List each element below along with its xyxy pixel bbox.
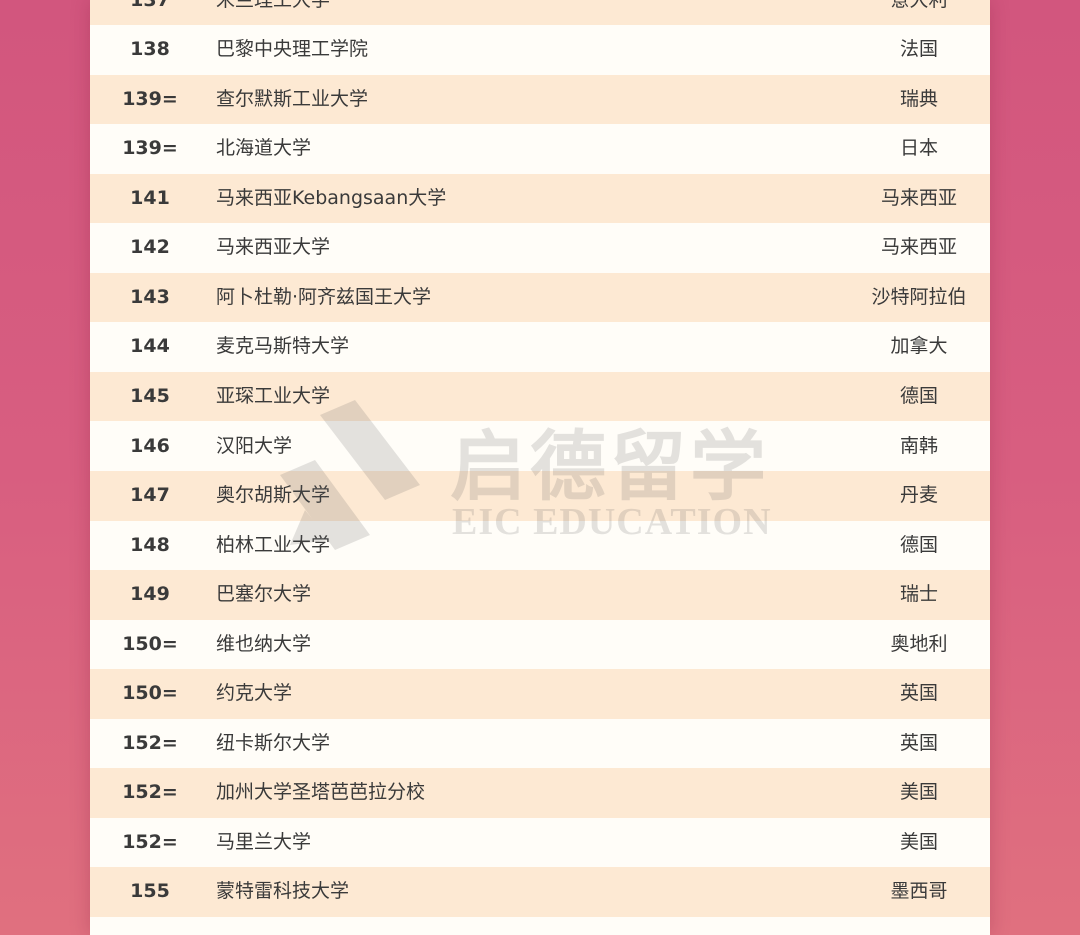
rank-cell: 150= xyxy=(122,632,178,655)
table-row: 149 巴塞尔大学 瑞士 xyxy=(90,570,990,620)
country-cell: 南韩 xyxy=(899,434,938,457)
rank-cell: 155 xyxy=(130,880,170,903)
rank-cell: 148 xyxy=(130,533,170,556)
university-cell: 马里兰大学 xyxy=(216,830,312,853)
university-cell: 蒙特雷科技大学 xyxy=(216,880,350,903)
table-row: 142 马来西亚大学 马来西亚 xyxy=(90,223,990,273)
country-cell: 墨西哥 xyxy=(890,880,948,903)
table-row: 150= 维也纳大学 奥地利 xyxy=(90,619,990,670)
university-cell: 维也纳大学 xyxy=(216,632,312,655)
table-row xyxy=(90,916,990,935)
country-cell: 日本 xyxy=(899,137,938,160)
rank-cell: 152= xyxy=(122,731,178,754)
table-row: 148 柏林工业大学 德国 xyxy=(90,520,990,571)
rank-cell: 146 xyxy=(130,434,170,457)
table-row: 137米兰理工大学 意大利 xyxy=(90,0,990,26)
rank-cell: 143 xyxy=(130,285,170,308)
rank-cell: 147 xyxy=(130,484,170,507)
table-row: 152= 加州大学圣塔芭芭拉分校 美国 xyxy=(90,768,990,818)
country-cell: 瑞士 xyxy=(899,583,938,606)
table-row: 145 亚琛工业大学 德国 xyxy=(90,371,990,422)
country-cell: 美国 xyxy=(899,830,938,853)
rank-cell: 137 xyxy=(90,0,210,25)
rank-cell: 142 xyxy=(130,236,170,259)
table-row: 147 奥尔胡斯大学 丹麦 xyxy=(90,471,990,521)
university-cell: 加州大学圣塔芭芭拉分校 xyxy=(216,781,426,804)
country-cell: 德国 xyxy=(899,384,938,407)
country-cell: 马来西亚 xyxy=(880,186,957,209)
university-cell: 约克大学 xyxy=(216,682,293,705)
country-cell: 美国 xyxy=(899,781,938,804)
country-cell: 法国 xyxy=(899,38,938,61)
country-cell: 加拿大 xyxy=(890,335,948,358)
rank-cell: 138 xyxy=(130,38,170,61)
table-row: 143 阿卜杜勒·阿齐兹国王大学 沙特阿拉伯 xyxy=(90,272,990,323)
country-cell: 沙特阿拉伯 xyxy=(871,285,967,308)
table-row: 139= 北海道大学 日本 xyxy=(90,124,990,174)
university-cell: 北海道大学 xyxy=(216,137,312,160)
rank-cell: 150= xyxy=(122,682,178,705)
table-row: 155 蒙特雷科技大学 墨西哥 xyxy=(90,867,990,917)
table-row: 152= 纽卡斯尔大学 英国 xyxy=(90,718,990,769)
university-cell: 亚琛工业大学 xyxy=(216,384,331,407)
table-row: 146 汉阳大学 南韩 xyxy=(90,421,990,471)
rank-cell: 139= xyxy=(122,87,178,110)
university-cell: 柏林工业大学 xyxy=(216,533,331,556)
university-cell: 马来西亚Kebangsaan大学 xyxy=(216,186,447,209)
university-cell: 查尔默斯工业大学 xyxy=(216,87,369,110)
rank-cell: 145 xyxy=(130,384,170,407)
table-row: 144 麦克马斯特大学 加拿大 xyxy=(90,322,990,372)
university-cell: 米兰理工大学 xyxy=(216,0,330,25)
university-cell: 巴黎中央理工学院 xyxy=(216,38,369,61)
country-cell: 德国 xyxy=(899,533,938,556)
country-cell: 丹麦 xyxy=(899,484,938,507)
country-cell: 英国 xyxy=(899,682,938,705)
university-cell: 马来西亚大学 xyxy=(216,236,331,259)
country-cell: 奥地利 xyxy=(890,632,948,655)
country-cell: 瑞典 xyxy=(899,87,938,110)
rank-cell: 141 xyxy=(130,186,170,209)
table-row: 138 巴黎中央理工学院 法国 xyxy=(90,25,990,75)
rank-cell: 144 xyxy=(130,335,170,358)
country-cell: 意大利 xyxy=(859,0,979,25)
table-row: 141 马来西亚Kebangsaan大学 马来西亚 xyxy=(90,173,990,224)
university-cell: 汉阳大学 xyxy=(216,434,293,457)
university-cell: 纽卡斯尔大学 xyxy=(216,731,331,754)
country-cell: 马来西亚 xyxy=(880,236,957,259)
rank-cell: 152= xyxy=(122,830,178,853)
table-row: 139= 查尔默斯工业大学 瑞典 xyxy=(90,74,990,125)
rank-cell: 149 xyxy=(130,583,170,606)
university-cell: 巴塞尔大学 xyxy=(216,583,312,606)
university-cell: 奥尔胡斯大学 xyxy=(216,484,331,507)
ranking-table: 137米兰理工大学意大利138巴黎中央理工学院法国139=查尔默斯工业大学瑞典1… xyxy=(90,0,990,935)
rank-cell: 152= xyxy=(122,781,178,804)
rank-cell: 139= xyxy=(122,137,178,160)
university-cell: 阿卜杜勒·阿齐兹国王大学 xyxy=(216,285,432,308)
country-cell: 英国 xyxy=(899,731,938,754)
table-row: 152= 马里兰大学 美国 xyxy=(90,817,990,868)
table-row: 150= 约克大学 英国 xyxy=(90,669,990,719)
university-cell: 麦克马斯特大学 xyxy=(216,335,350,358)
